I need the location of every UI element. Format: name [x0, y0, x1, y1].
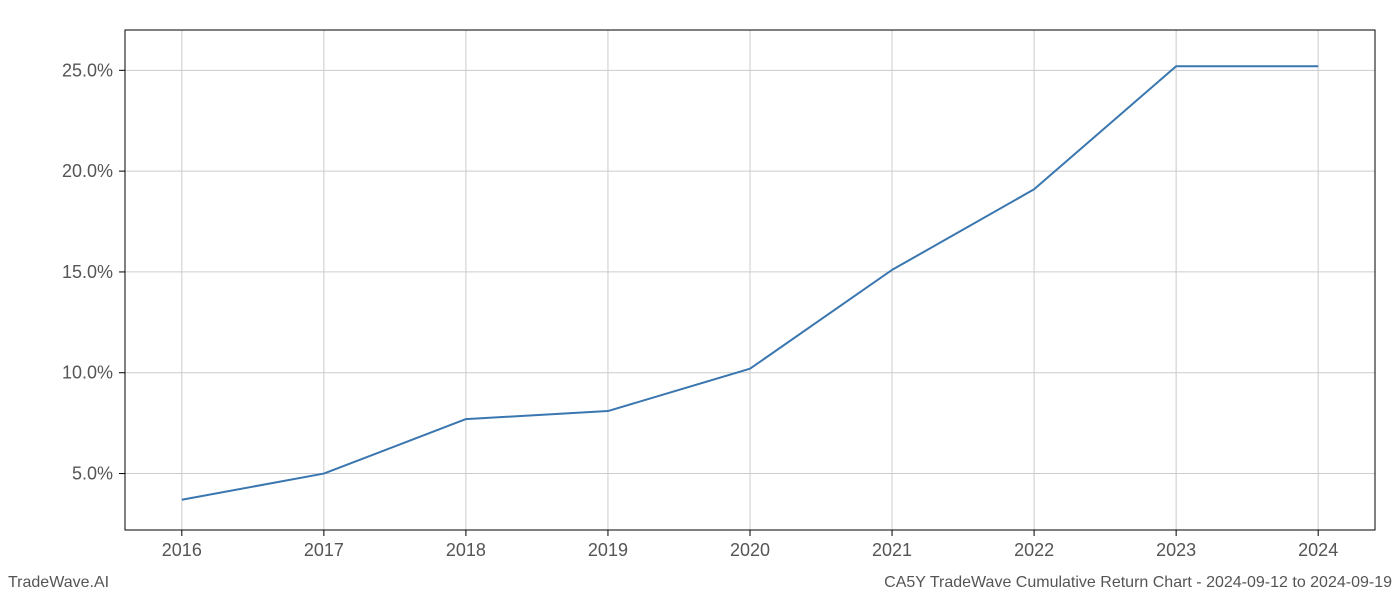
line-chart: 2016 2017 2018 2019 2020 2021 2022 2023 2024 5.0%… [0, 0, 1400, 600]
svg-text:25.0%: 25.0% [62, 60, 113, 80]
footer-brand: TradeWave.AI [8, 574, 109, 592]
footer-caption: CA5Y TradeWave Cumulative Return Chart -… [884, 574, 1392, 592]
svg-text:2021: 2021 [872, 540, 912, 560]
svg-text:2017: 2017 [304, 540, 344, 560]
svg-text:10.0%: 10.0% [62, 363, 113, 383]
svg-text:2019: 2019 [588, 540, 628, 560]
svg-text:15.0%: 15.0% [62, 262, 113, 282]
chart-container: 2016 2017 2018 2019 2020 2021 2022 2023 2024 5.0%… [0, 0, 1400, 600]
svg-text:2016: 2016 [162, 540, 202, 560]
svg-text:2024: 2024 [1298, 540, 1338, 560]
svg-text:5.0%: 5.0% [72, 464, 113, 484]
svg-text:2023: 2023 [1156, 540, 1196, 560]
svg-text:20.0%: 20.0% [62, 161, 113, 181]
svg-text:2022: 2022 [1014, 540, 1054, 560]
svg-text:2020: 2020 [730, 540, 770, 560]
svg-text:2018: 2018 [446, 540, 486, 560]
